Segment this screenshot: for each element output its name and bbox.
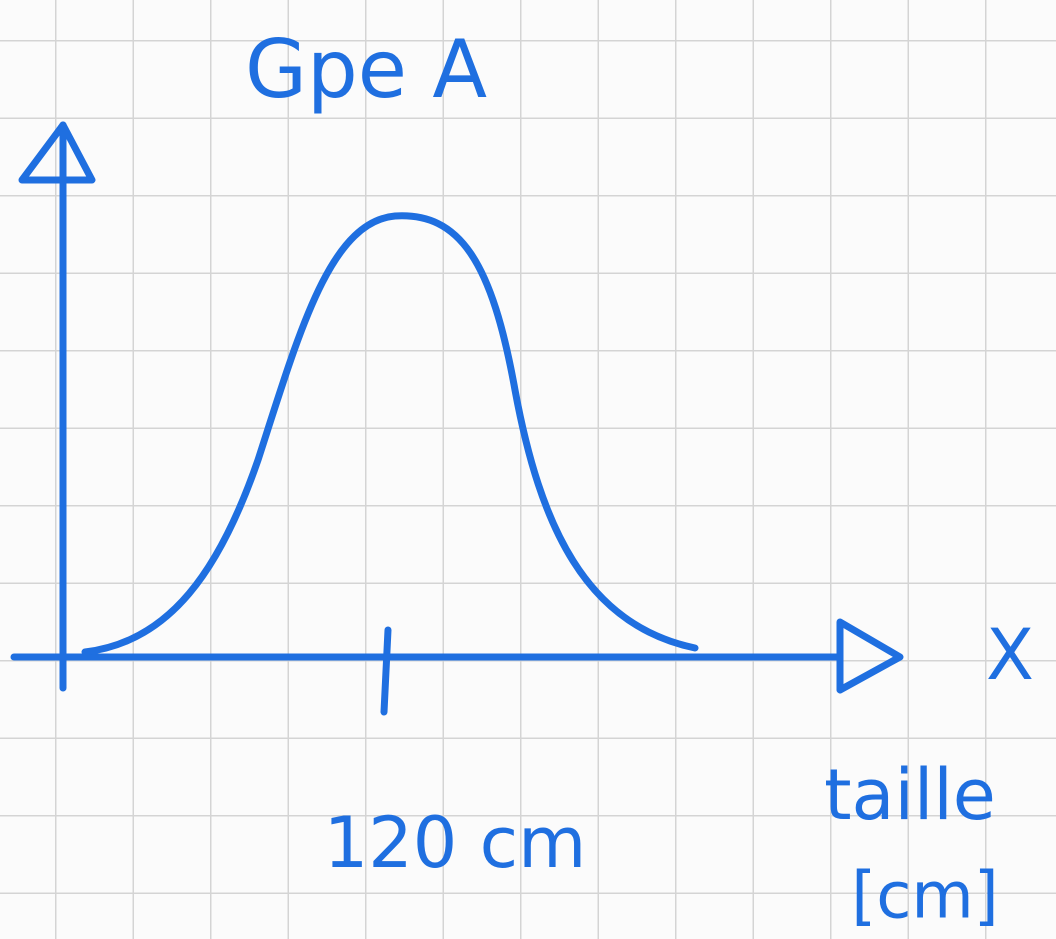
- bell-curve: [81, 212, 699, 656]
- x-label: taille: [824, 754, 996, 836]
- y-arrow: [18, 121, 96, 184]
- tick: [380, 626, 392, 716]
- x-symbol: X: [986, 614, 1034, 696]
- tick-label: 120 cm: [324, 802, 587, 884]
- x-label-unit: [cm]: [851, 860, 998, 934]
- x-arrow: [836, 618, 904, 694]
- title: Gpe A: [245, 23, 487, 116]
